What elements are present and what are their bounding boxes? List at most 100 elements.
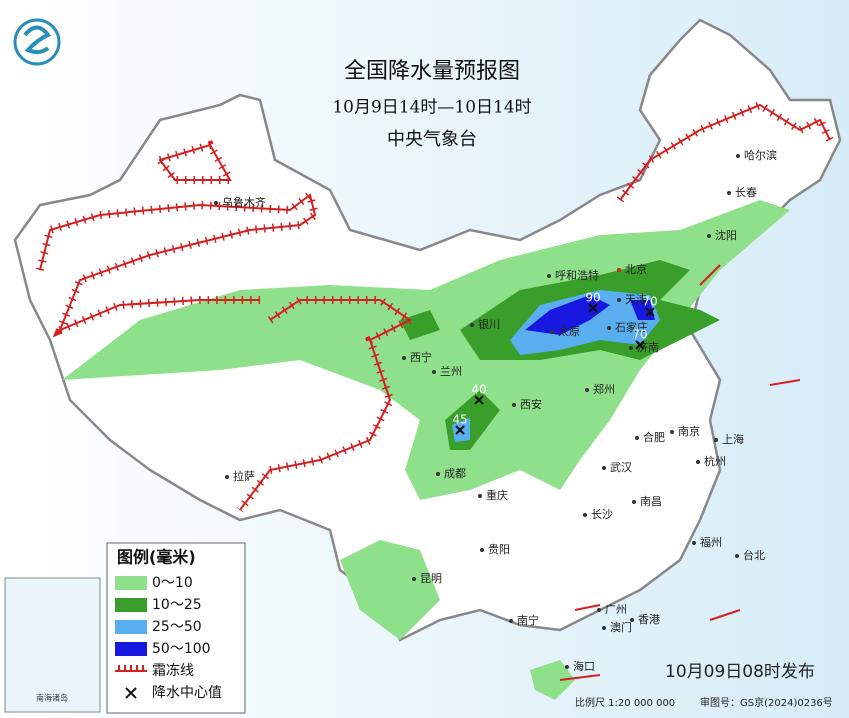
center-value: 40 bbox=[471, 383, 486, 397]
legend-label: 霜冻线 bbox=[152, 662, 194, 679]
city-label: 福州 bbox=[700, 535, 722, 549]
city-dot bbox=[670, 430, 674, 434]
city-label: 广州 bbox=[605, 603, 627, 616]
city-dot bbox=[602, 626, 606, 630]
city-label: 济南 bbox=[637, 340, 659, 354]
frost-line bbox=[239, 299, 412, 511]
city-label: 长春 bbox=[735, 186, 757, 199]
city-label: 海口 bbox=[573, 659, 595, 673]
city-label: 长沙 bbox=[591, 508, 613, 521]
city-dot bbox=[547, 274, 551, 278]
precip-centers: 90 70 70 40 45 bbox=[452, 291, 658, 435]
inset: 南海诸岛 bbox=[4, 577, 101, 713]
center-cross bbox=[635, 340, 645, 350]
source: 中央气象台 bbox=[387, 129, 477, 150]
city-label: 银川 bbox=[478, 317, 500, 331]
issued: 10月09日08时发布 bbox=[665, 662, 815, 682]
city-dot bbox=[432, 370, 436, 374]
city-dot bbox=[214, 201, 218, 205]
city-dot bbox=[632, 500, 636, 504]
legend-swatch bbox=[115, 598, 147, 612]
legend-title: 图例(毫米) bbox=[117, 548, 196, 567]
city-dot bbox=[714, 438, 718, 442]
city-dot bbox=[735, 554, 739, 558]
city-label: 贵阳 bbox=[488, 543, 510, 556]
city-dot bbox=[602, 466, 606, 470]
city-label: 成都 bbox=[444, 467, 466, 480]
center-value: 45 bbox=[452, 413, 467, 427]
city-dot bbox=[617, 298, 621, 302]
legend-swatch bbox=[115, 642, 147, 656]
rain-0-10-hainan bbox=[530, 660, 575, 700]
legend-label: 0～10 bbox=[152, 575, 193, 591]
city-dot bbox=[225, 475, 229, 479]
center-cross bbox=[455, 425, 465, 435]
frost-line bbox=[619, 103, 831, 201]
city-label: 沈阳 bbox=[715, 228, 737, 242]
city-label: 杭州 bbox=[704, 454, 726, 468]
frost-lines bbox=[36, 100, 834, 681]
city-label: 西安 bbox=[520, 397, 542, 411]
legend-label: 10～25 bbox=[152, 597, 202, 613]
center-value: 90 bbox=[585, 291, 600, 305]
city-label: 石家庄 bbox=[615, 320, 648, 334]
city-dot bbox=[617, 268, 621, 272]
city-label: 合肥 bbox=[643, 430, 665, 444]
city-label: 乌鲁木齐 bbox=[222, 195, 266, 209]
city-dot bbox=[565, 665, 569, 669]
city-label: 重庆 bbox=[486, 488, 508, 502]
center-cross bbox=[474, 395, 484, 405]
city-dot bbox=[480, 548, 484, 552]
legend-label: 25～50 bbox=[152, 619, 202, 635]
city-label: 南昌 bbox=[640, 495, 662, 508]
city-dot bbox=[736, 154, 740, 158]
frost-line bbox=[559, 379, 801, 681]
city-label: 南宁 bbox=[517, 613, 539, 627]
city-dot bbox=[478, 494, 482, 498]
city-dot bbox=[607, 326, 611, 330]
center-cross bbox=[645, 307, 655, 317]
city-label: 武汉 bbox=[610, 461, 632, 474]
city-dot bbox=[585, 388, 589, 392]
rain-0-10-south bbox=[340, 540, 440, 640]
city-dot bbox=[629, 346, 633, 350]
city-dot bbox=[630, 618, 634, 622]
city-label: 台北 bbox=[743, 548, 765, 562]
city-label: 哈尔滨 bbox=[744, 148, 777, 162]
city-dot bbox=[470, 323, 474, 327]
city-label: 昆明 bbox=[420, 572, 442, 585]
legend-swatch bbox=[115, 620, 147, 634]
title: 全国降水量预报图 bbox=[344, 59, 520, 84]
frost-line bbox=[36, 188, 320, 338]
city-dot bbox=[597, 608, 601, 612]
city-label: 太原 bbox=[558, 325, 580, 338]
rain-50-100 bbox=[525, 295, 655, 335]
city-label: 拉萨 bbox=[233, 469, 255, 483]
city-label: 天津 bbox=[625, 293, 647, 306]
city-dot bbox=[512, 403, 516, 407]
city-label: 澳门 bbox=[610, 620, 632, 634]
city-label: 北京 bbox=[625, 262, 647, 276]
city-dot bbox=[707, 234, 711, 238]
legend-frost bbox=[115, 665, 147, 672]
subtitle: 10月9日14时—10日14时 bbox=[332, 98, 531, 118]
city-dot bbox=[402, 356, 406, 360]
legend-cross bbox=[125, 687, 137, 699]
legend-label: 降水中心值 bbox=[152, 685, 222, 701]
city-dot bbox=[583, 513, 587, 517]
city-dot bbox=[692, 541, 696, 545]
city-label: 香港 bbox=[638, 613, 660, 626]
center-cross bbox=[588, 303, 598, 313]
city-label: 兰州 bbox=[440, 365, 462, 378]
city-label: 西宁 bbox=[410, 350, 432, 364]
city-dot bbox=[436, 472, 440, 476]
city-dot bbox=[509, 619, 513, 623]
city-label: 郑州 bbox=[593, 382, 615, 396]
frost-line bbox=[699, 264, 721, 286]
city-dot bbox=[727, 191, 731, 195]
approval: 审图号：GS京(2024)0236号 bbox=[700, 696, 833, 709]
city-label: 南京 bbox=[678, 424, 700, 438]
